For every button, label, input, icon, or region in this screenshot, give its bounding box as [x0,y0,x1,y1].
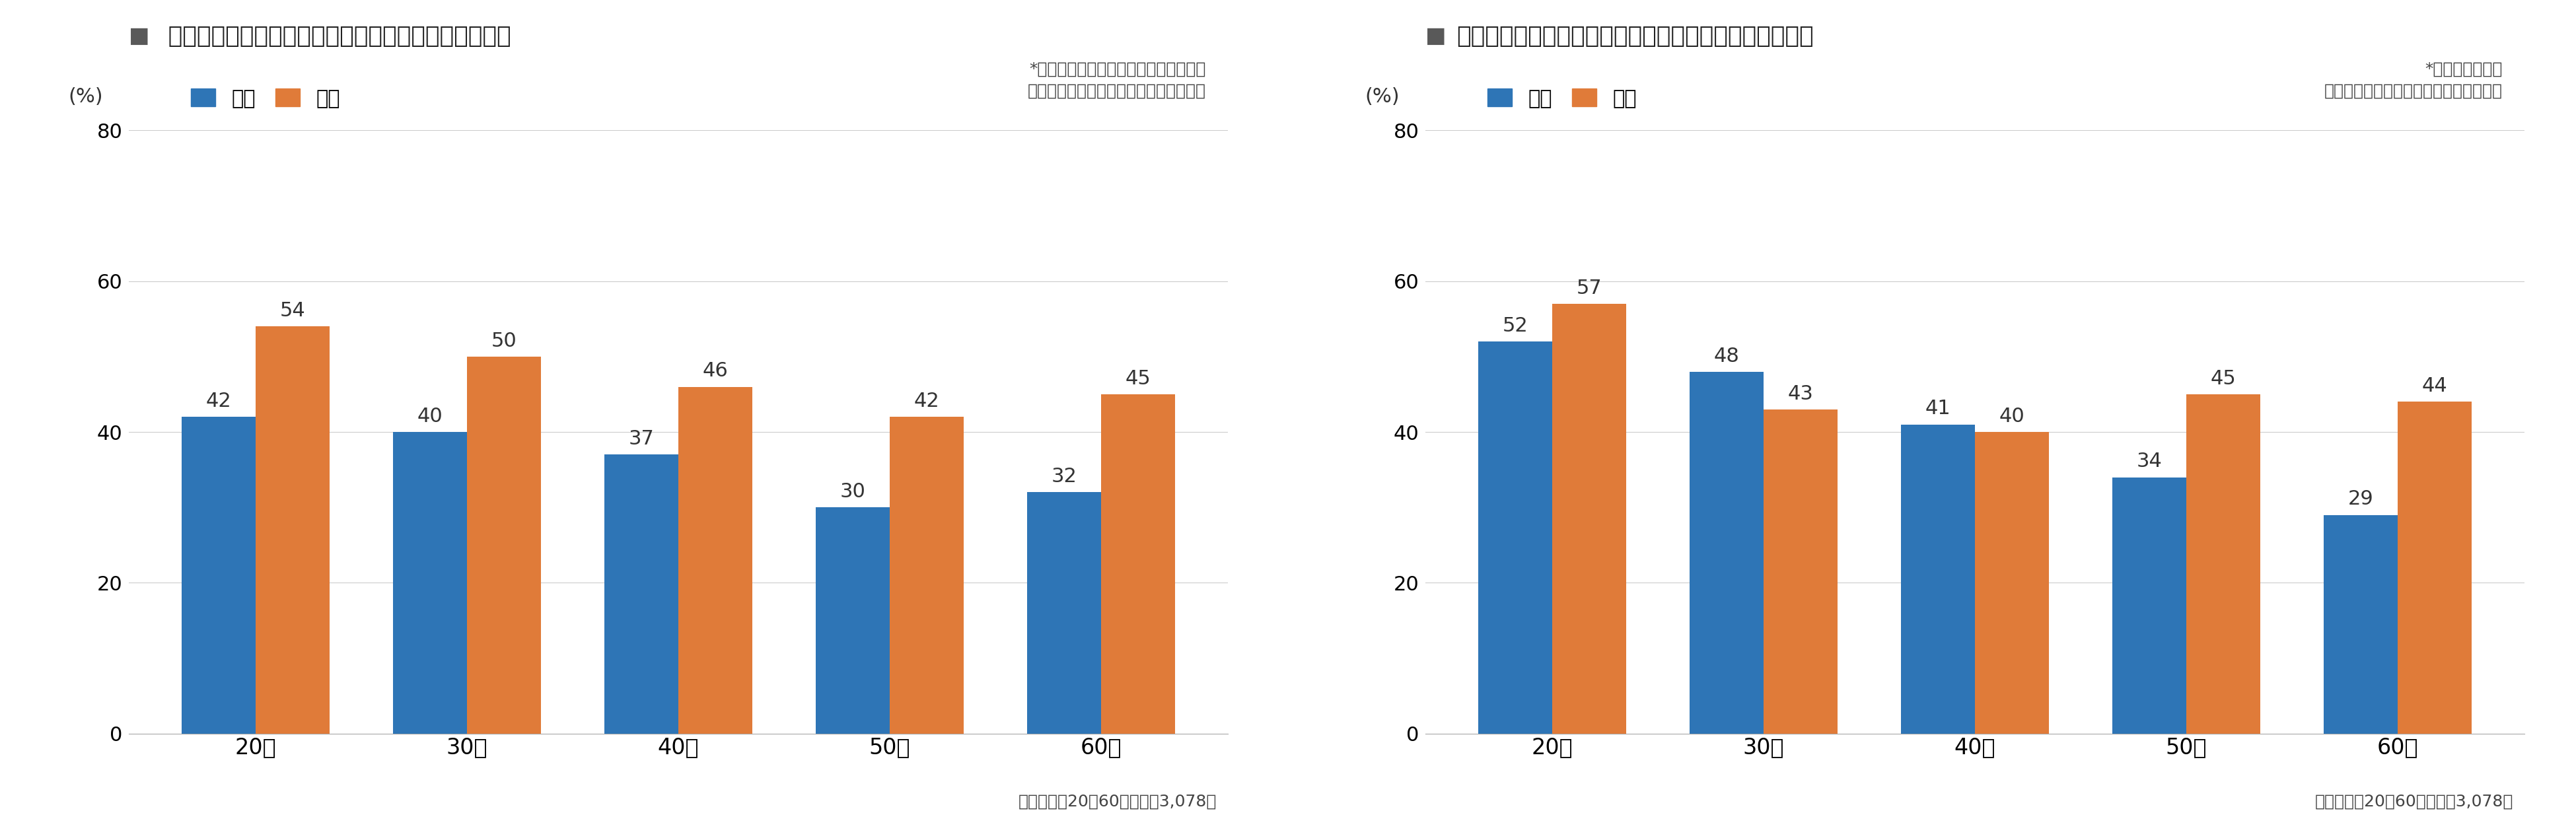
Text: 41: 41 [1924,399,1950,418]
Text: 42: 42 [914,392,940,411]
Text: (%): (%) [70,87,103,106]
Legend: 男性, 女性: 男性, 女性 [1479,80,1646,117]
Text: *「あてはまる」
「どちらかといえばあてはまる」の合計: *「あてはまる」 「どちらかといえばあてはまる」の合計 [2324,61,2501,99]
Text: 43: 43 [1788,384,1814,403]
Text: 45: 45 [1126,369,1151,388]
Bar [2324,515,2398,734]
Bar [2112,478,2187,734]
Bar [1100,394,1175,734]
Text: 54: 54 [281,302,307,320]
Bar [605,455,677,734]
Text: 32: 32 [1051,467,1077,487]
Text: 45: 45 [2210,369,2236,388]
Bar [1028,492,1100,734]
Text: *「非常にあてはまる」「あてはまる」
「どちらかといえばあてはまる」の合計: *「非常にあてはまる」「あてはまる」 「どちらかといえばあてはまる」の合計 [1028,61,1206,99]
Text: 心の健康のために、日頃から心がけていることがある: 心の健康のために、日頃から心がけていることがある [160,25,510,47]
Bar [183,417,255,734]
Text: 40: 40 [417,407,443,426]
Text: 日頃から頻繁におしゃべりをする友人やグループがある: 日頃から頻繁におしゃべりをする友人やグループがある [1455,25,1814,47]
Bar [1690,372,1765,734]
Text: 34: 34 [2136,452,2161,471]
Bar [1901,425,1976,734]
Text: (%): (%) [1365,87,1399,106]
Text: ■: ■ [1425,25,1445,46]
Bar [677,387,752,734]
Bar [889,417,963,734]
Text: ■: ■ [129,25,149,46]
Text: 57: 57 [1577,279,1602,297]
Bar [2187,394,2259,734]
Bar [1765,409,1837,734]
Text: 首都圈在何20～60代男女　3,078人
2024年9月　花王 コンシューマーインテリジェンス室調べ: 首都圈在何20～60代男女 3,078人 2024年9月 花王 コンシューマーイ… [2228,794,2514,815]
Text: 40: 40 [1999,407,2025,426]
Bar [394,432,466,734]
Text: 48: 48 [1713,346,1739,366]
Text: 29: 29 [2347,490,2372,509]
Bar [2398,402,2470,734]
Text: 42: 42 [206,392,232,411]
Text: 46: 46 [703,362,729,381]
Text: 30: 30 [840,482,866,501]
Text: 37: 37 [629,430,654,448]
Text: 44: 44 [2421,377,2447,396]
Bar [466,357,541,734]
Text: 52: 52 [1502,316,1528,336]
Bar [1553,304,1625,734]
Bar [1976,432,2048,734]
Bar [1479,341,1553,734]
Bar [255,326,330,734]
Text: 首都圈在何20～60代男女　3,078人
2024年9月　花王 コンシューマーインテリジェンス室調べ: 首都圈在何20～60代男女 3,078人 2024年9月 花王 コンシューマーイ… [930,794,1216,815]
Legend: 男性, 女性: 男性, 女性 [183,80,348,117]
Bar [817,507,889,734]
Text: 50: 50 [492,332,518,350]
